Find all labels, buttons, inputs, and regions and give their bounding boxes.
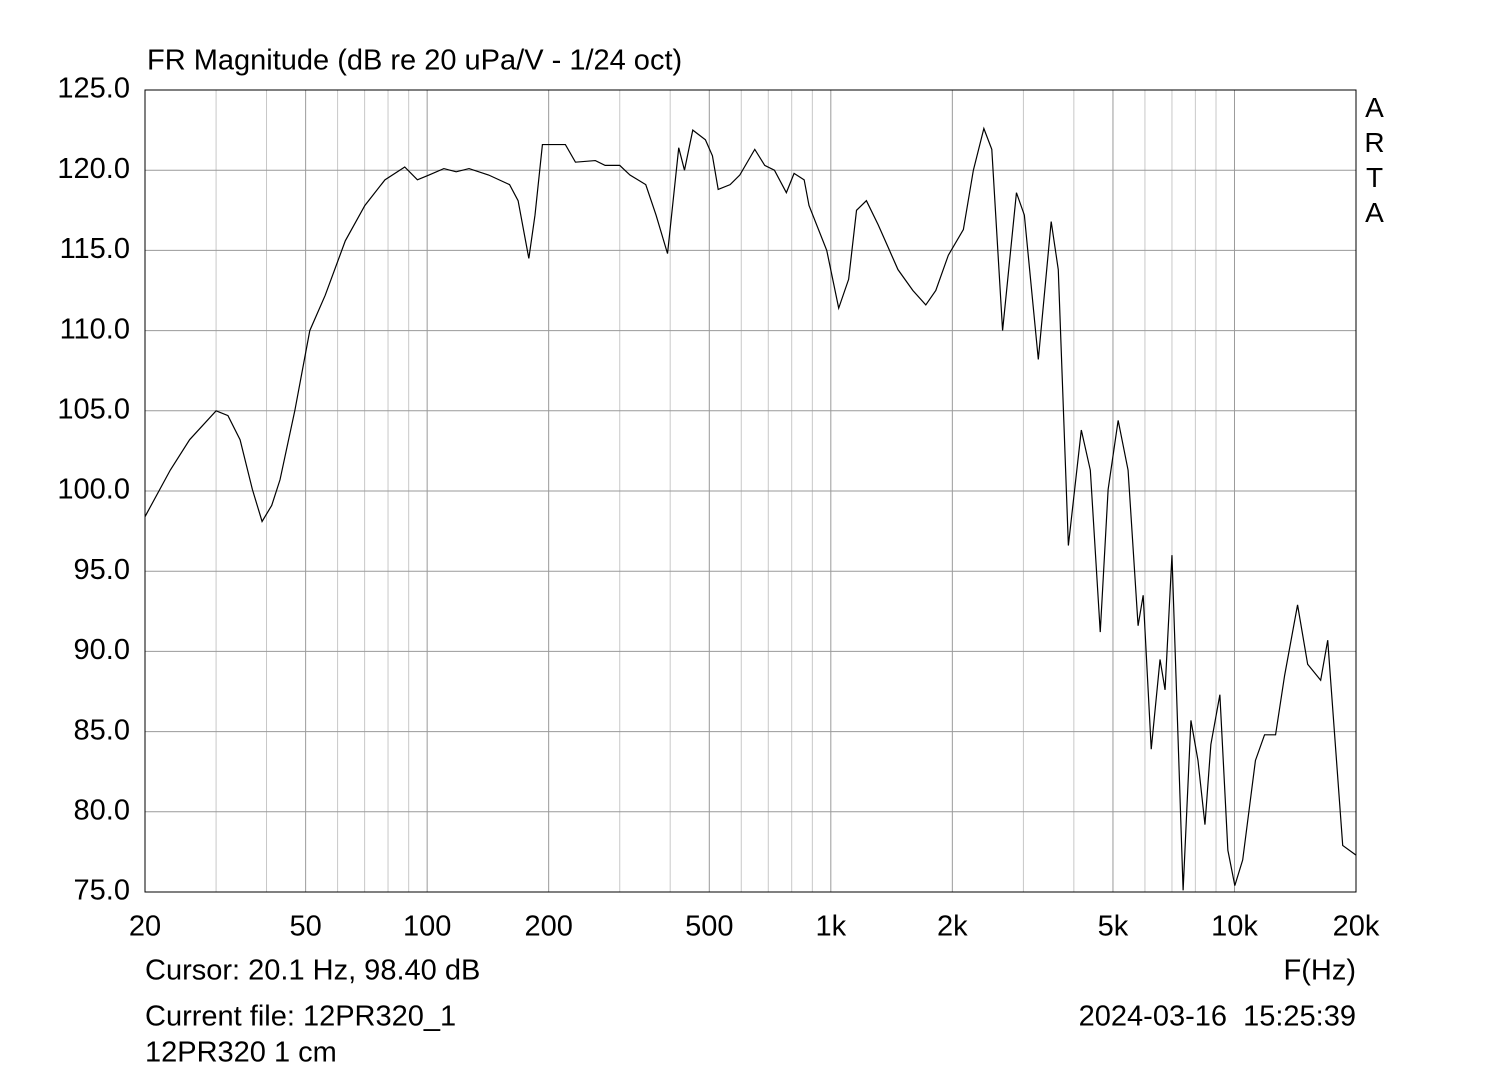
response-line bbox=[145, 126, 1356, 891]
x-tick-label: 10k bbox=[1211, 911, 1258, 943]
x-tick-label: 1k bbox=[815, 911, 846, 943]
y-tick-label: 75.0 bbox=[74, 875, 130, 907]
timestamp: 2024-03-16 15:25:39 bbox=[1079, 1001, 1356, 1033]
x-tick-label: 2k bbox=[937, 911, 968, 943]
x-tick-label: 100 bbox=[403, 911, 451, 943]
x-tick-label: 20 bbox=[129, 911, 161, 943]
x-axis-label: F(Hz) bbox=[1284, 955, 1356, 987]
y-tick-label: 110.0 bbox=[60, 313, 130, 345]
cursor-readout: Cursor: 20.1 Hz, 98.40 dB bbox=[145, 955, 480, 987]
y-tick-label: 80.0 bbox=[74, 794, 130, 826]
y-tick-label: 100.0 bbox=[57, 474, 130, 506]
y-tick-label: 105.0 bbox=[57, 393, 130, 425]
current-file: Current file: 12PR320_1 bbox=[145, 1001, 456, 1033]
y-tick-label: 125.0 bbox=[57, 73, 130, 105]
chart-title: FR Magnitude (dB re 20 uPa/V - 1/24 oct) bbox=[147, 45, 682, 77]
x-tick-label: 20k bbox=[1333, 911, 1380, 943]
y-tick-label: 85.0 bbox=[74, 714, 130, 746]
x-tick-label: 5k bbox=[1098, 911, 1129, 943]
watermark: ARTA bbox=[1359, 92, 1390, 232]
y-tick-label: 120.0 bbox=[57, 153, 130, 185]
y-tick-label: 115.0 bbox=[60, 233, 130, 265]
plot-frame bbox=[144, 89, 1357, 893]
note: 12PR320 1 cm bbox=[145, 1037, 337, 1069]
y-tick-label: 95.0 bbox=[74, 554, 130, 586]
x-tick-label: 50 bbox=[290, 911, 322, 943]
x-tick-label: 200 bbox=[524, 911, 572, 943]
x-tick-label: 500 bbox=[685, 911, 733, 943]
y-tick-label: 90.0 bbox=[74, 634, 130, 666]
